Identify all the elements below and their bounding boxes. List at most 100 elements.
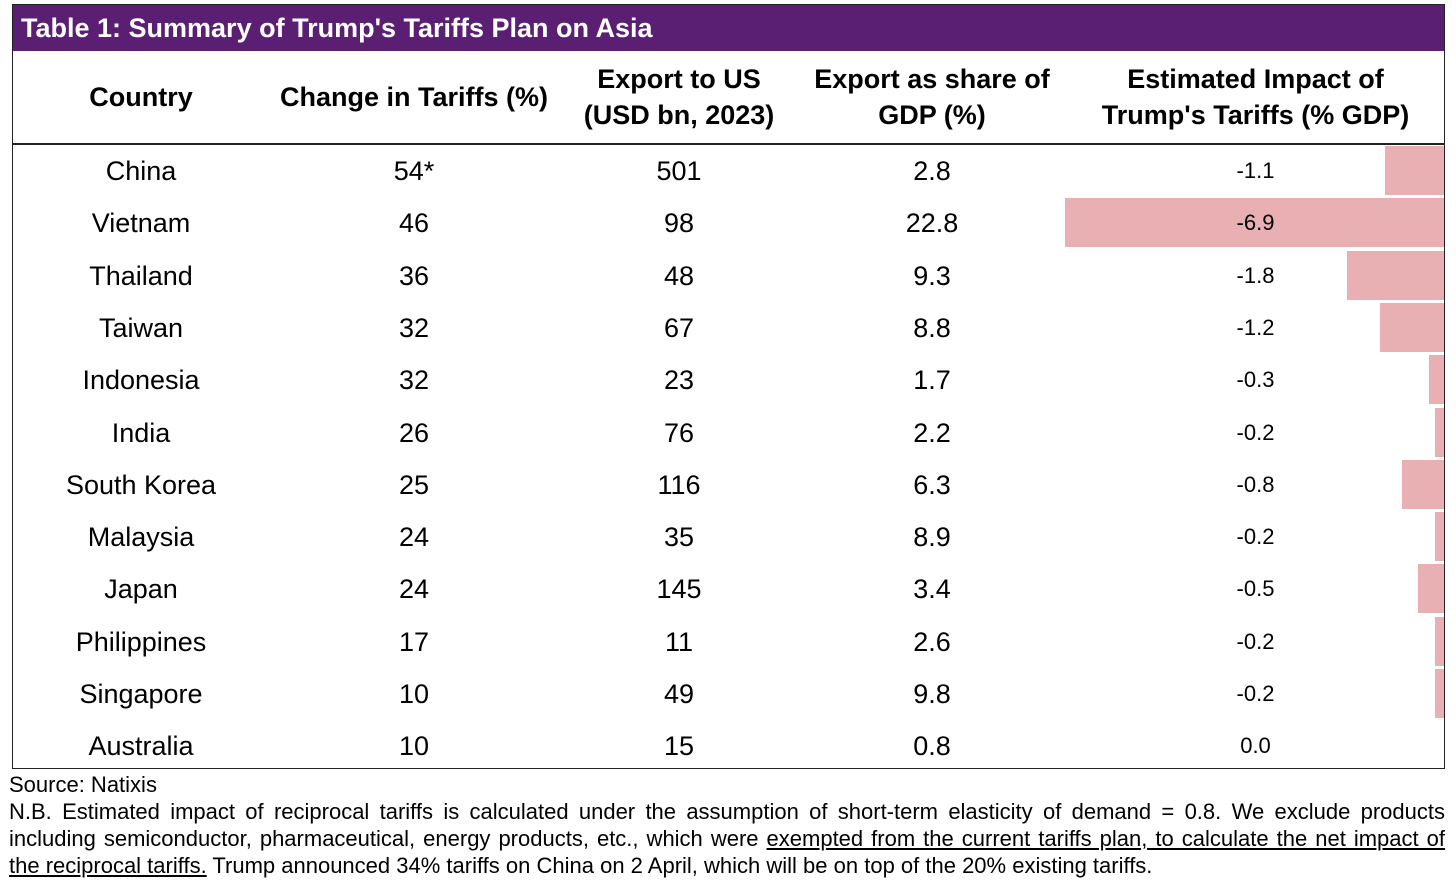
header-export-to-us: Export to US (USD bn, 2023) — [583, 64, 775, 130]
header-estimated-impact: Estimated Impact of Trump's Tariffs (% G… — [1101, 64, 1410, 130]
cell-export-to-us: 49 — [663, 679, 695, 709]
table-notes: Source: Natixis N.B. Estimated impact of… — [9, 771, 1445, 879]
impact-bar — [1346, 250, 1444, 300]
cell-country: Singapore — [79, 679, 203, 709]
cell-change-in-tariffs: 32 — [398, 365, 430, 396]
cell-country: Philippines — [75, 626, 207, 657]
header-change-in-tariffs: Change in Tariffs (%) — [279, 82, 548, 112]
impact-bar — [1401, 459, 1444, 509]
nb-footnote: N.B. Estimated impact of reciprocal tari… — [9, 798, 1445, 879]
table-row: India 26 76 2.2 -0.2 — [13, 407, 1444, 459]
cell-estimated-impact: -0.8 — [1065, 459, 1444, 511]
table-row: Philippines 17 11 2.6 -0.2 — [13, 616, 1444, 668]
cell-export-share-gdp: 3.4 — [913, 574, 951, 605]
cell-country: Vietnam — [91, 208, 191, 239]
cell-estimated-impact: -0.2 — [1065, 407, 1444, 459]
cell-export-share-gdp: 9.8 — [913, 679, 951, 709]
impact-value: -0.8 — [1236, 471, 1275, 497]
cell-country: China — [105, 156, 177, 186]
header-country: Country — [89, 82, 193, 112]
impact-bar — [1065, 198, 1444, 248]
cell-country: Taiwan — [98, 312, 184, 343]
impact-value: -1.8 — [1236, 262, 1275, 288]
table-row: Taiwan 32 67 8.8 -1.2 — [13, 302, 1444, 354]
cell-country: Malaysia — [87, 522, 195, 553]
table-row: South Korea 25 116 6.3 -0.8 — [13, 459, 1444, 511]
table-row: Singapore 10 49 9.8 -0.2 — [13, 668, 1444, 720]
cell-export-share-gdp: 2.8 — [913, 156, 951, 186]
cell-change-in-tariffs: 17 — [398, 626, 430, 657]
cell-change-in-tariffs: 10 — [398, 731, 430, 762]
nb-text-part1: N.B. Estimated impact of reciprocal tari… — [9, 799, 1445, 851]
impact-value: -0.2 — [1236, 419, 1275, 445]
impact-bar — [1379, 302, 1444, 352]
impact-bar — [1434, 616, 1444, 666]
cell-export-to-us: 116 — [657, 469, 701, 500]
table-title: Table 1: Summary of Trump's Tariffs Plan… — [13, 5, 1444, 51]
cell-export-share-gdp: 2.6 — [913, 626, 951, 657]
impact-value: -6.9 — [1236, 210, 1275, 236]
cell-change-in-tariffs: 46 — [398, 208, 430, 239]
nb-underlined-text: exempted from the current tariffs plan, … — [9, 826, 1445, 878]
cell-country: Australia — [88, 731, 194, 762]
cell-country: Indonesia — [82, 365, 200, 396]
cell-change-in-tariffs: 25 — [398, 469, 430, 500]
cell-export-to-us: 48 — [663, 260, 695, 291]
cell-export-share-gdp: 2.2 — [913, 417, 951, 448]
cell-country: South Korea — [65, 469, 217, 500]
cell-change-in-tariffs: 26 — [398, 417, 430, 448]
cell-change-in-tariffs: 36 — [398, 260, 430, 291]
cell-change-in-tariffs: 24 — [398, 522, 430, 553]
cell-export-to-us: 35 — [663, 522, 695, 553]
impact-value: 0.0 — [1240, 733, 1271, 759]
cell-change-in-tariffs: 24 — [398, 574, 430, 605]
impact-value: -0.3 — [1236, 367, 1275, 393]
table-row: China 54* 501 2.8 -1.1 — [13, 145, 1444, 197]
tariff-summary-table: Table 1: Summary of Trump's Tariffs Plan… — [12, 4, 1445, 769]
impact-value: -0.2 — [1236, 628, 1275, 654]
cell-export-share-gdp: 9.3 — [913, 260, 951, 291]
cell-change-in-tariffs: 10 — [398, 679, 430, 709]
cell-export-share-gdp: 8.8 — [913, 312, 951, 343]
cell-estimated-impact: -0.2 — [1065, 511, 1444, 563]
table-row: Australia 10 15 0.8 0.0 — [13, 720, 1444, 768]
cell-estimated-impact: -0.5 — [1065, 563, 1444, 615]
impact-bar — [1385, 146, 1444, 195]
cell-export-to-us: 145 — [656, 574, 702, 605]
impact-value: -1.2 — [1236, 314, 1275, 340]
cell-export-to-us: 15 — [663, 731, 695, 762]
cell-change-in-tariffs: 54* — [393, 156, 435, 186]
header-export-share-gdp: Export as share of GDP (%) — [814, 64, 1050, 130]
cell-country: Thailand — [89, 260, 193, 291]
impact-bar — [1434, 669, 1444, 718]
impact-bar — [1434, 407, 1444, 457]
cell-estimated-impact: -1.8 — [1065, 250, 1444, 302]
nb-text-part2: Trump announced 34% tariffs on China on … — [206, 853, 1153, 878]
impact-value: -0.2 — [1236, 524, 1275, 550]
cell-export-to-us: 67 — [663, 312, 695, 343]
impact-value: -1.1 — [1236, 158, 1275, 183]
cell-country: India — [111, 417, 171, 448]
table-row: Indonesia 32 23 1.7 -0.3 — [13, 354, 1444, 406]
cell-export-to-us: 98 — [663, 208, 695, 239]
table-row: Thailand 36 48 9.3 -1.8 — [13, 250, 1444, 302]
impact-bar — [1418, 564, 1444, 614]
cell-export-share-gdp: 1.7 — [913, 365, 951, 396]
cell-estimated-impact: 0.0 — [1065, 720, 1444, 768]
table-header-row: Country Change in Tariffs (%) Export to … — [13, 51, 1444, 145]
cell-estimated-impact: -0.2 — [1065, 668, 1444, 720]
impact-bar — [1434, 512, 1444, 562]
cell-change-in-tariffs: 32 — [398, 312, 430, 343]
cell-estimated-impact: -6.9 — [1065, 197, 1444, 249]
cell-estimated-impact: -1.2 — [1065, 302, 1444, 354]
cell-estimated-impact: -0.2 — [1065, 616, 1444, 668]
cell-export-to-us: 11 — [664, 626, 694, 657]
table-row: Vietnam 46 98 22.8 -6.9 — [13, 197, 1444, 249]
impact-value: -0.2 — [1236, 681, 1275, 706]
cell-export-to-us: 23 — [663, 365, 695, 396]
table-row: Japan 24 145 3.4 -0.5 — [13, 563, 1444, 615]
cell-export-share-gdp: 6.3 — [913, 469, 951, 500]
impact-bar — [1429, 355, 1444, 405]
cell-estimated-impact: -1.1 — [1065, 145, 1444, 197]
impact-value: -0.5 — [1236, 576, 1275, 602]
